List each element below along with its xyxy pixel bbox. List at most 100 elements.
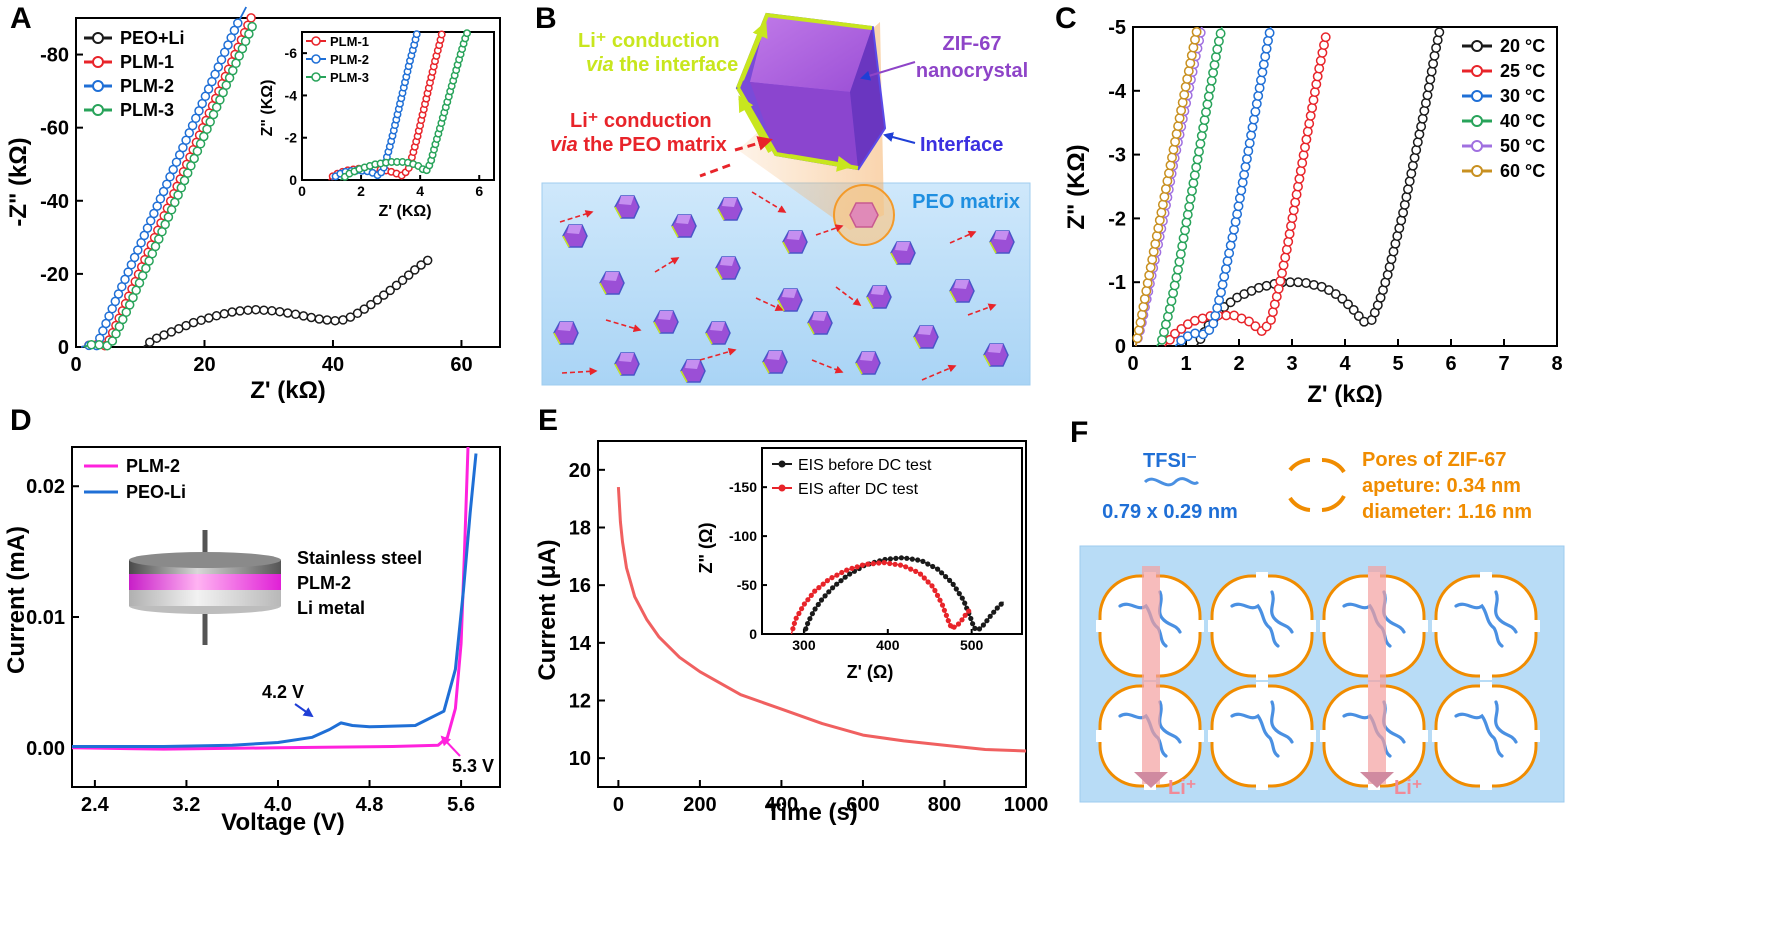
data-point: [1382, 269, 1393, 280]
data-point: [930, 563, 936, 570]
y-tick-label: 10: [569, 748, 591, 770]
data-point: [1170, 328, 1180, 339]
data-point: [1409, 152, 1420, 163]
y-tick-label: -4: [285, 87, 298, 103]
data-point: [1177, 97, 1188, 108]
pore-cell: [1208, 572, 1316, 680]
nanocrystal-icon: [653, 310, 679, 334]
data-point: [1320, 32, 1331, 43]
label-peo-matrix: PEO matrix: [912, 191, 1020, 213]
data-point: [1432, 35, 1443, 46]
chart-a-inset-legend: PLM-1 PLM-2 PLM-3: [306, 34, 369, 85]
data-point: [1244, 316, 1254, 327]
chart-e-inset-legend: EIS before DC test EIS after DC test: [772, 457, 932, 498]
data-point: [1253, 90, 1264, 101]
data-point: [1250, 321, 1261, 332]
data-point: [1308, 95, 1319, 105]
x-tick-label: 0: [613, 794, 624, 816]
panel-a: A 0 20 40 600-20-40-60-80 Z' (kΩ) -Z" (kΩ) …: [5, 2, 501, 404]
data-point: [1230, 216, 1241, 227]
data-point: [1178, 233, 1189, 244]
data-point: [259, 305, 269, 315]
x-tick-label: 3: [1286, 353, 1297, 375]
chart-e-inset-ylabel: Z" (Ω): [696, 523, 716, 574]
conduction-arrow: [921, 364, 957, 381]
data-point: [1425, 74, 1436, 85]
data-point: [849, 565, 855, 572]
data-point: [947, 577, 953, 584]
panel-b: B Li⁺ conduction via the interface Li⁺ c…: [535, 2, 1031, 386]
legend-c-30: 30 °C: [1500, 86, 1545, 106]
data-point: [1239, 169, 1250, 180]
x-tick-label: 6: [475, 183, 483, 199]
series-line-0: [616, 487, 1027, 753]
data-point: [1247, 122, 1258, 133]
y-tick-label: 0.00: [26, 738, 65, 760]
panel-f-letter: F: [1070, 416, 1088, 449]
nanocrystal-icon: [866, 285, 892, 309]
data-point: [976, 626, 983, 632]
pore-cell: [1432, 572, 1540, 680]
legend-ai-plm-1: PLM-1: [330, 34, 369, 49]
data-point: [1139, 293, 1150, 304]
chart-e-marks: [616, 487, 1027, 753]
y-tick-label: -80: [40, 45, 69, 67]
data-point: [1209, 59, 1220, 70]
data-point: [1138, 301, 1149, 312]
data-point: [1162, 176, 1173, 186]
data-point: [1267, 307, 1278, 318]
data-point: [1431, 42, 1442, 53]
data-point: [807, 616, 813, 622]
legend-c-marker-30: [1471, 90, 1483, 102]
pore-grid: [1096, 572, 1540, 790]
li-metal-layer: [129, 590, 281, 606]
series-line-1: [72, 453, 478, 748]
conduction-arrow: [967, 303, 997, 316]
x-tick-label: 4: [1339, 353, 1351, 375]
data-point: [809, 611, 816, 617]
data-point: [1317, 47, 1328, 58]
tfsi-molecule: [1454, 712, 1504, 758]
nanocrystal-icon: [599, 271, 625, 295]
data-point: [1148, 246, 1159, 257]
data-point: [1224, 248, 1235, 259]
data-point: [803, 626, 809, 632]
chart-a-marks: [80, 6, 433, 351]
data-point: [1167, 152, 1177, 163]
panel-c: C 0 1 2 3 4 5 6 7 8 0 -1 -2 -3 -4 -5 Z' (kΩ) Z" (KΩ) 2…: [1055, 2, 1563, 408]
chart-d-ylabel: Current (mA): [3, 526, 30, 674]
conduction-arrow: [835, 286, 862, 306]
data-point: [412, 30, 421, 39]
nanocrystal-icon: [614, 195, 640, 219]
y-tick-label: 0: [289, 172, 297, 188]
chart-a-inset-marks: [328, 29, 471, 181]
data-point: [1348, 304, 1359, 315]
data-point: [929, 583, 935, 589]
data-point: [1426, 66, 1437, 77]
data-point: [987, 613, 993, 619]
panel-b-letter: B: [535, 2, 557, 35]
data-point: [463, 29, 471, 38]
x-tick-label: 4: [416, 183, 424, 199]
chart-c-legend: 20 °C 25 °C 30 °C 40 °C 50 °C 60 °C: [1462, 36, 1545, 181]
data-point: [1144, 270, 1155, 281]
label-li-metal: Li metal: [297, 598, 365, 618]
tfsi-molecule: [1454, 602, 1504, 648]
data-point: [1191, 26, 1202, 37]
data-point: [1283, 236, 1294, 247]
data-point: [1308, 279, 1319, 290]
data-point: [898, 555, 905, 561]
data-point: [1392, 231, 1403, 241]
conduction-arrow: [949, 230, 977, 244]
data-point: [282, 308, 293, 318]
data-point: [314, 314, 324, 324]
data-point: [897, 562, 904, 568]
chart-a-inset-ylabel: Z" (KΩ): [259, 80, 276, 137]
data-point: [1244, 138, 1255, 149]
chart-e-inset-marks: [790, 555, 1004, 635]
data-point: [1388, 246, 1399, 257]
data-point: [1194, 146, 1204, 157]
data-point: [970, 621, 976, 627]
data-point: [267, 306, 277, 316]
data-point: [1177, 241, 1188, 252]
